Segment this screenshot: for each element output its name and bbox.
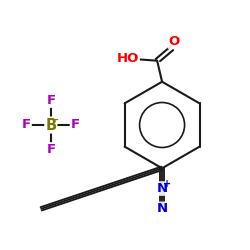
- Text: N: N: [156, 182, 168, 195]
- Text: −: −: [51, 115, 59, 125]
- Text: O: O: [168, 35, 179, 48]
- Text: N: N: [156, 202, 168, 215]
- Text: HO: HO: [117, 52, 139, 65]
- Text: F: F: [71, 118, 80, 132]
- Text: F: F: [46, 94, 56, 107]
- Text: +: +: [163, 178, 171, 188]
- Text: F: F: [22, 118, 31, 132]
- Text: B: B: [45, 118, 56, 132]
- Text: F: F: [46, 143, 56, 156]
